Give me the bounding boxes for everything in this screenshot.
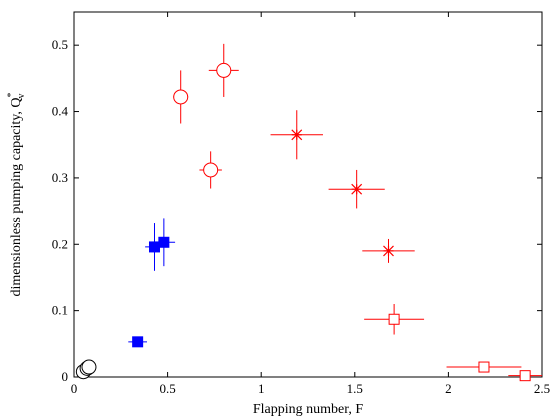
data-point-open-circle [199, 151, 222, 189]
y-axis-title-main: dimensionless pumping capacity, Q [9, 98, 24, 297]
marker-open-circle [173, 89, 189, 105]
x-tick-label: 1 [258, 381, 265, 396]
x-tick-label: 0.5 [159, 381, 175, 396]
marker-open-circle [203, 162, 219, 178]
y-tick-label: 0.2 [52, 236, 68, 251]
data-points [75, 43, 542, 382]
y-tick-label: 0.1 [52, 303, 68, 318]
marker-star [351, 183, 363, 195]
data-point-filled-square [128, 336, 148, 348]
data-point-open-square [508, 370, 542, 382]
data-point-star [362, 238, 415, 263]
y-axis-title-sub: v [16, 94, 27, 99]
plot-frame [73, 11, 543, 378]
marker-open-square [519, 370, 531, 382]
x-axis-title: Flapping number, F [253, 402, 363, 417]
axis-ticks: 0 0.5 1 1.5 2 2.5 0 0.1 0.2 0.3 0.4 0.5 [52, 12, 550, 396]
y-axis-title: dimensionless pumping capacity, Q*v [6, 93, 27, 297]
marker-open-square [478, 361, 490, 373]
marker-open-square [388, 313, 400, 325]
data-point-filled-square [152, 218, 176, 267]
y-axis-title-sup: * [6, 93, 17, 98]
data-point-open-square [364, 304, 425, 335]
marker-star [383, 245, 394, 257]
marker-open-circle [81, 359, 97, 375]
x-tick-label: 2.5 [534, 381, 550, 396]
x-tick-label: 0 [71, 381, 78, 396]
marker-filled-square [158, 236, 170, 248]
data-point-open-square [446, 361, 522, 373]
y-tick-label: 0.5 [52, 37, 68, 52]
x-tick-label: 2 [445, 381, 452, 396]
data-point-open-circle [208, 43, 239, 97]
marker-filled-square [148, 241, 160, 253]
y-tick-label: 0 [62, 369, 69, 384]
data-point-open-circle [81, 359, 97, 375]
marker-filled-square [132, 336, 144, 348]
marker-star [291, 129, 303, 141]
x-tick-label: 1.5 [347, 381, 363, 396]
data-point-star [270, 110, 323, 160]
data-point-open-circle [173, 70, 189, 124]
y-tick-label: 0.4 [52, 104, 69, 119]
data-point-star [328, 169, 385, 209]
marker-open-circle [216, 62, 232, 78]
y-tick-label: 0.3 [52, 170, 68, 185]
